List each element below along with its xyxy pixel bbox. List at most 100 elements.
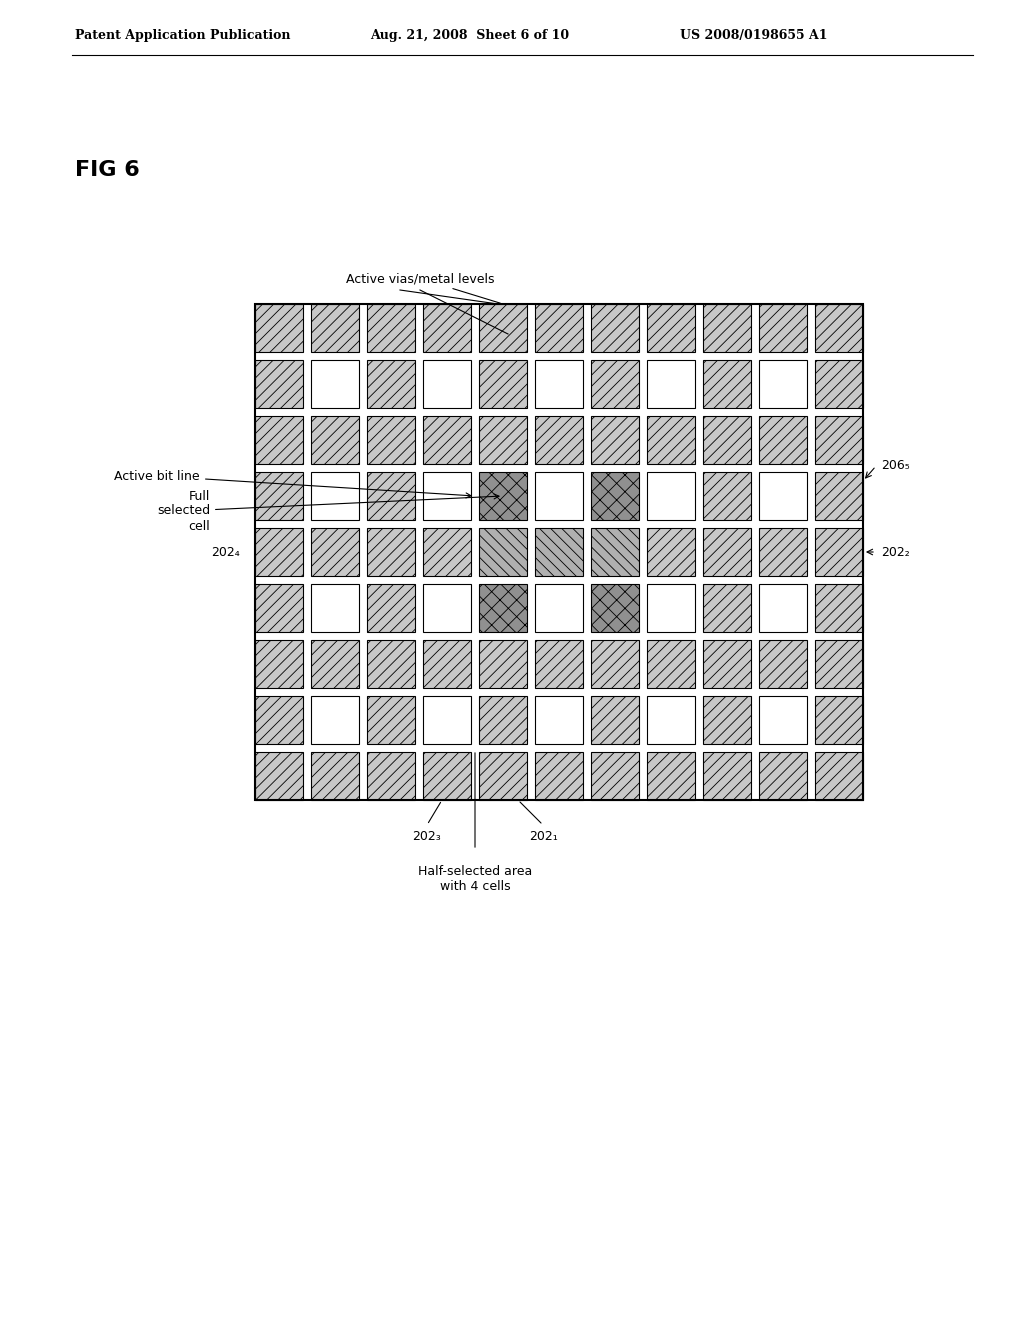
Bar [479,528,527,576]
Bar [759,528,807,576]
Bar [647,416,695,465]
Text: Active vias/metal levels: Active vias/metal levels [346,272,501,304]
Bar [647,473,695,520]
Bar [479,360,527,408]
Bar [311,473,359,520]
Bar [255,583,303,632]
Bar [479,473,527,520]
Bar [815,360,863,408]
Bar [703,416,751,465]
Bar [255,360,303,408]
Bar [311,640,359,688]
Bar [703,696,751,744]
Bar [759,696,807,744]
Bar [423,696,471,744]
Bar [647,696,695,744]
Bar [367,696,415,744]
Bar [703,360,751,408]
Bar [255,696,303,744]
Bar [759,360,807,408]
Bar [647,640,695,688]
Bar [423,528,471,576]
Bar [311,304,359,352]
Bar [311,583,359,632]
Text: US 2008/0198655 A1: US 2008/0198655 A1 [680,29,827,41]
Text: 202₂: 202₂ [881,545,909,558]
Bar [815,416,863,465]
Bar [423,752,471,800]
Text: 202₁: 202₁ [528,830,557,843]
Bar [591,360,639,408]
Text: FIG 6: FIG 6 [75,160,139,180]
Bar [759,640,807,688]
Bar [367,416,415,465]
Bar [367,640,415,688]
Bar [591,696,639,744]
Bar [703,583,751,632]
Bar [535,304,583,352]
Bar [815,640,863,688]
Bar [759,416,807,465]
Bar [647,583,695,632]
Bar [479,696,527,744]
Text: 206₅: 206₅ [881,459,909,473]
Text: Active bit line: Active bit line [115,470,471,498]
Bar [311,528,359,576]
Bar [815,696,863,744]
Bar [759,473,807,520]
Bar [311,360,359,408]
Bar [423,640,471,688]
Bar [815,528,863,576]
Bar [815,752,863,800]
Text: Full
selected
cell: Full selected cell [157,490,499,532]
Text: Aug. 21, 2008  Sheet 6 of 10: Aug. 21, 2008 Sheet 6 of 10 [370,29,569,41]
Bar [535,583,583,632]
Bar [759,304,807,352]
Bar [367,752,415,800]
Bar [367,528,415,576]
Bar [479,304,527,352]
Bar [255,528,303,576]
Bar [535,360,583,408]
Bar [479,752,527,800]
Bar [367,583,415,632]
Bar [703,304,751,352]
Bar [367,304,415,352]
Bar [479,583,527,632]
Bar [423,360,471,408]
Bar [423,473,471,520]
Bar [647,528,695,576]
Bar [535,752,583,800]
Bar [591,304,639,352]
Text: 202₃: 202₃ [413,830,441,843]
Bar [703,752,751,800]
Text: Half-selected area
with 4 cells: Half-selected area with 4 cells [418,865,532,894]
Bar [535,640,583,688]
Bar [255,473,303,520]
Text: 202₄: 202₄ [211,545,240,558]
Bar [423,304,471,352]
Bar [479,640,527,688]
Bar [367,360,415,408]
Bar [255,304,303,352]
Bar [423,416,471,465]
Bar [591,752,639,800]
Bar [535,696,583,744]
Bar [591,528,639,576]
Bar [591,640,639,688]
Bar [311,416,359,465]
Text: Patent Application Publication: Patent Application Publication [75,29,291,41]
Bar [759,752,807,800]
Bar [591,416,639,465]
Bar [703,528,751,576]
Bar [367,473,415,520]
Bar [647,304,695,352]
Bar [535,528,583,576]
Bar [815,583,863,632]
Bar [255,416,303,465]
Bar [647,360,695,408]
Bar [591,473,639,520]
Bar [815,304,863,352]
Bar [647,752,695,800]
Bar [703,640,751,688]
